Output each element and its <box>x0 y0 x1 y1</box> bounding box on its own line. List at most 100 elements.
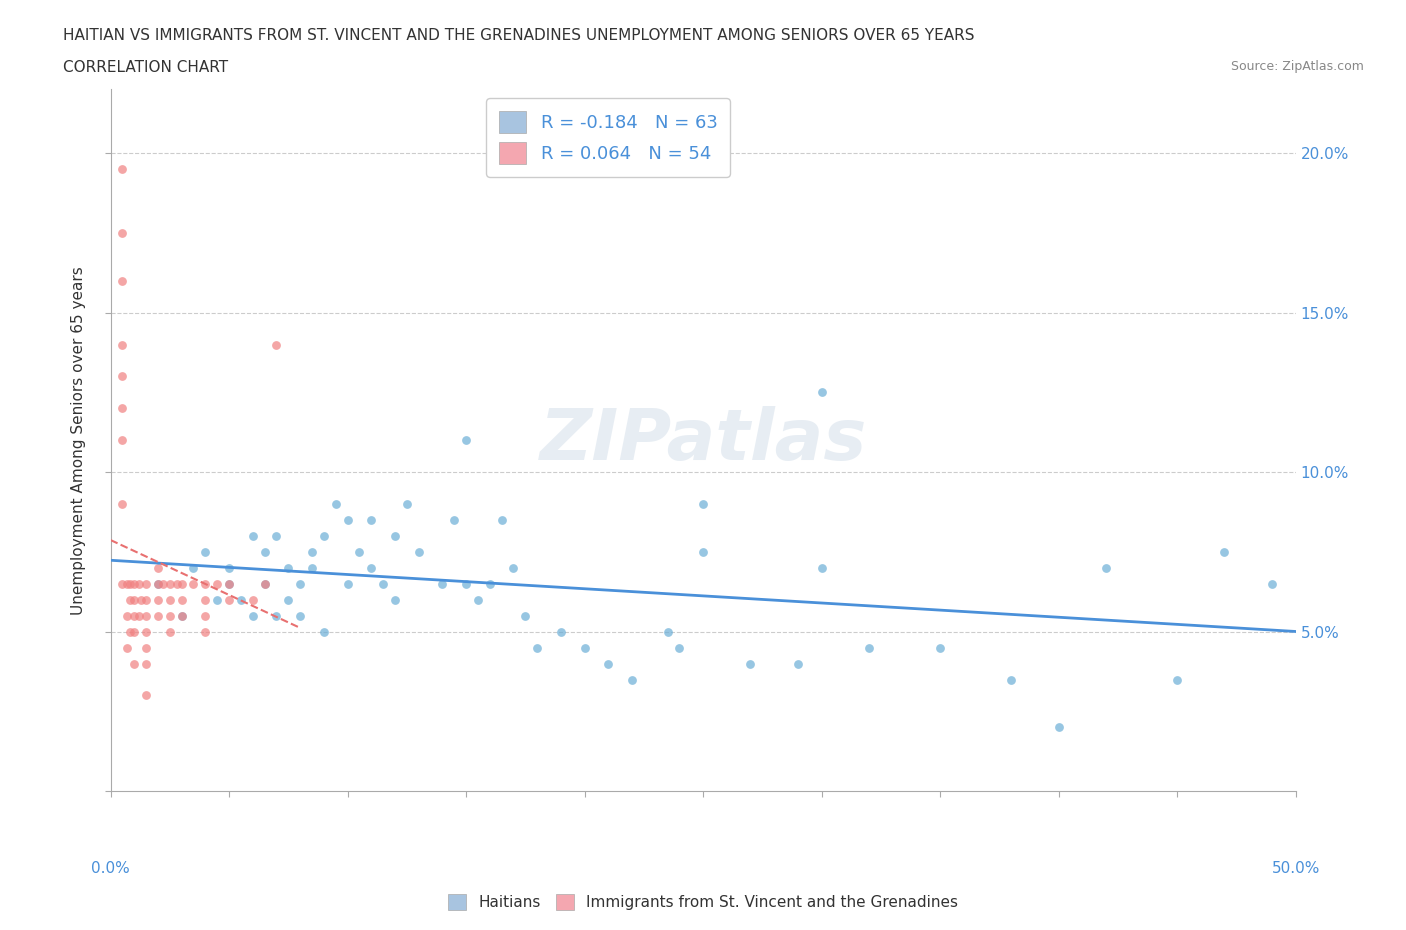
Point <box>135 577 157 591</box>
Point <box>692 497 714 512</box>
Text: Source: ZipAtlas.com: Source: ZipAtlas.com <box>1230 60 1364 73</box>
Point <box>312 528 335 543</box>
Point <box>443 512 465 527</box>
Point <box>170 608 193 623</box>
Point <box>515 608 537 623</box>
Point <box>135 592 157 607</box>
Point <box>146 592 169 607</box>
Point <box>277 592 299 607</box>
Point <box>194 624 217 639</box>
Point <box>183 577 205 591</box>
Point <box>128 608 150 623</box>
Point <box>146 577 169 591</box>
Point <box>115 608 138 623</box>
Point <box>135 624 157 639</box>
Point <box>146 561 169 576</box>
Point <box>111 338 134 352</box>
Point <box>218 577 240 591</box>
Legend: R = -0.184   N = 63, R = 0.064   N = 54: R = -0.184 N = 63, R = 0.064 N = 54 <box>486 99 730 177</box>
Point <box>360 561 382 576</box>
Point <box>657 624 679 639</box>
Point <box>135 657 157 671</box>
Point <box>491 512 513 527</box>
Point <box>135 640 157 655</box>
Point <box>253 577 276 591</box>
Point <box>432 577 454 591</box>
Point <box>467 592 489 607</box>
Point <box>336 577 359 591</box>
Text: ZIPatlas: ZIPatlas <box>540 405 866 475</box>
Text: HAITIAN VS IMMIGRANTS FROM ST. VINCENT AND THE GRENADINES UNEMPLOYMENT AMONG SEN: HAITIAN VS IMMIGRANTS FROM ST. VINCENT A… <box>63 28 974 43</box>
Y-axis label: Unemployment Among Seniors over 65 years: Unemployment Among Seniors over 65 years <box>72 266 86 615</box>
Point <box>253 544 276 559</box>
Point <box>122 624 145 639</box>
Point <box>288 577 311 591</box>
Point <box>312 624 335 639</box>
Point <box>408 544 430 559</box>
Point <box>929 640 952 655</box>
Point <box>194 577 217 591</box>
Point <box>152 577 174 591</box>
Point <box>253 577 276 591</box>
Point <box>183 561 205 576</box>
Point <box>384 592 406 607</box>
Point <box>384 528 406 543</box>
Point <box>115 577 138 591</box>
Point <box>170 608 193 623</box>
Point <box>598 657 620 671</box>
Point <box>194 608 217 623</box>
Point <box>301 544 323 559</box>
Point <box>159 608 181 623</box>
Point <box>242 592 264 607</box>
Point <box>371 577 394 591</box>
Point <box>740 657 762 671</box>
Point <box>1261 577 1284 591</box>
Point <box>277 561 299 576</box>
Point <box>218 577 240 591</box>
Point <box>205 577 228 591</box>
Text: 0.0%: 0.0% <box>91 861 129 876</box>
Point <box>1095 561 1118 576</box>
Point <box>159 592 181 607</box>
Point <box>118 624 141 639</box>
Point <box>858 640 880 655</box>
Point <box>810 561 832 576</box>
Point <box>111 225 134 240</box>
Point <box>122 577 145 591</box>
Point <box>574 640 596 655</box>
Point <box>111 369 134 384</box>
Point <box>692 544 714 559</box>
Point <box>526 640 548 655</box>
Point <box>194 592 217 607</box>
Point <box>111 162 134 177</box>
Point <box>118 577 141 591</box>
Point <box>218 592 240 607</box>
Point <box>131 592 153 607</box>
Point <box>135 608 157 623</box>
Point <box>1166 672 1188 687</box>
Point <box>1000 672 1022 687</box>
Point <box>454 432 477 447</box>
Point <box>395 497 418 512</box>
Point <box>301 561 323 576</box>
Point <box>159 624 181 639</box>
Point <box>242 608 264 623</box>
Point <box>288 608 311 623</box>
Point <box>550 624 572 639</box>
Point <box>118 592 141 607</box>
Text: 50.0%: 50.0% <box>1271 861 1320 876</box>
Point <box>668 640 690 655</box>
Point <box>478 577 501 591</box>
Point <box>454 577 477 591</box>
Point <box>111 273 134 288</box>
Point <box>135 688 157 703</box>
Point <box>115 640 138 655</box>
Point <box>502 561 524 576</box>
Point <box>336 512 359 527</box>
Point <box>166 577 188 591</box>
Point <box>620 672 643 687</box>
Point <box>1047 720 1070 735</box>
Point <box>229 592 252 607</box>
Point <box>170 577 193 591</box>
Point <box>349 544 371 559</box>
